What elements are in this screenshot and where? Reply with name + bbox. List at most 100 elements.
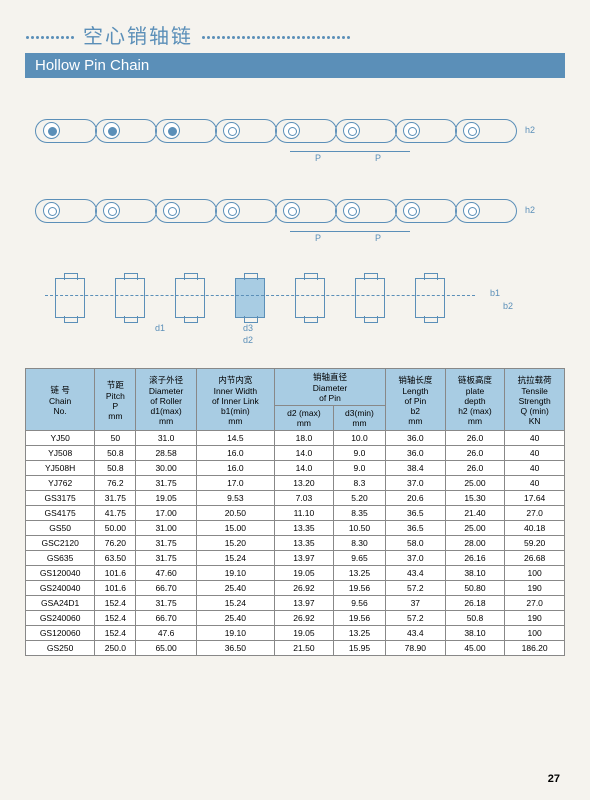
table-cell: 9.0 <box>333 461 385 476</box>
th-chain-no: 链 号ChainNo. <box>26 369 95 431</box>
table-row: GS120040101.647.6019.1019.0513.2543.438.… <box>26 566 565 581</box>
th-pitch: 节距PitchPmm <box>95 369 136 431</box>
table-cell: 101.6 <box>95 566 136 581</box>
table-cell: 36.5 <box>386 506 446 521</box>
table-row: GSC212076.2031.7515.2013.358.3058.028.00… <box>26 536 565 551</box>
table-cell: 78.90 <box>386 641 446 656</box>
table-cell: 190 <box>505 611 565 626</box>
table-cell: 31.75 <box>136 596 196 611</box>
table-cell: 43.4 <box>386 566 446 581</box>
table-cell: 16.0 <box>196 446 274 461</box>
table-cell: 9.53 <box>196 491 274 506</box>
table-cell: 28.00 <box>445 536 505 551</box>
table-cell: 21.40 <box>445 506 505 521</box>
table-cell: 31.00 <box>136 521 196 536</box>
table-cell: 11.10 <box>274 506 333 521</box>
table-cell: 7.03 <box>274 491 333 506</box>
table-cell: 47.60 <box>136 566 196 581</box>
table-cell: 8.3 <box>333 476 385 491</box>
dim-h2-1: h2 <box>525 125 535 135</box>
table-cell: GS240040 <box>26 581 95 596</box>
table-cell: GS635 <box>26 551 95 566</box>
title-chinese: 空心销轴链 <box>83 20 193 49</box>
table-cell: 37 <box>386 596 446 611</box>
table-cell: 9.56 <box>333 596 385 611</box>
table-cell: 38.10 <box>445 566 505 581</box>
table-cell: 45.00 <box>445 641 505 656</box>
dim-b1: b1 <box>490 288 500 298</box>
table-cell: 152.4 <box>95 626 136 641</box>
table-cell: 40 <box>505 461 565 476</box>
table-cell: 9.0 <box>333 446 385 461</box>
th-pin-dia: 销轴直径Diameterof Pin <box>274 369 385 406</box>
dim-h2-2: h2 <box>525 205 535 215</box>
table-cell: 18.0 <box>274 431 333 446</box>
table-cell: 13.97 <box>274 596 333 611</box>
th-inner-width: 内节内宽Inner Widthof Inner Linkb1(min)mm <box>196 369 274 431</box>
table-cell: 15.30 <box>445 491 505 506</box>
table-cell: 186.20 <box>505 641 565 656</box>
subtitle-bar: Hollow Pin Chain <box>25 53 565 78</box>
table-cell: YJ762 <box>26 476 95 491</box>
table-cell: 31.75 <box>136 536 196 551</box>
table-cell: 43.4 <box>386 626 446 641</box>
table-cell: 152.4 <box>95 596 136 611</box>
table-cell: 10.50 <box>333 521 385 536</box>
table-cell: GS120040 <box>26 566 95 581</box>
table-cell: 40.18 <box>505 521 565 536</box>
table-cell: 13.97 <box>274 551 333 566</box>
table-cell: 13.25 <box>333 566 385 581</box>
table-cell: 26.0 <box>445 461 505 476</box>
table-cell: 50.8 <box>445 611 505 626</box>
table-cell: YJ508 <box>26 446 95 461</box>
table-cell: GSA24D1 <box>26 596 95 611</box>
dim-p1: P <box>315 153 321 163</box>
table-cell: GS3175 <box>26 491 95 506</box>
diagram-area: P P h2 P P h2 d1 d3 d2 b1 b2 <box>25 103 565 353</box>
chain-top: P P h2 <box>25 103 565 158</box>
table-cell: 57.2 <box>386 611 446 626</box>
table-cell: 17.00 <box>136 506 196 521</box>
page-container: 空心销轴链 Hollow Pin Chain P P h2 P P h2 d1 … <box>0 0 590 676</box>
table-cell: 25.40 <box>196 581 274 596</box>
table-cell: 14.0 <box>274 461 333 476</box>
table-cell: 26.68 <box>505 551 565 566</box>
th-roller: 滚子外径Diameterof Rollerd1(max)mm <box>136 369 196 431</box>
th-pin-len: 销轴长度Lengthof Pinb2mm <box>386 369 446 431</box>
table-row: GS240060152.466.7025.4026.9219.5657.250.… <box>26 611 565 626</box>
dim-p2: P <box>375 153 381 163</box>
table-cell: 8.35 <box>333 506 385 521</box>
th-plate: 链板高度platedepthh2 (max)mm <box>445 369 505 431</box>
table-cell: 27.0 <box>505 596 565 611</box>
table-cell: 20.50 <box>196 506 274 521</box>
table-cell: 36.50 <box>196 641 274 656</box>
table-cell: 47.6 <box>136 626 196 641</box>
table-cell: YJ50 <box>26 431 95 446</box>
table-cell: 40 <box>505 431 565 446</box>
table-row: GSA24D1152.431.7515.2413.979.563726.1827… <box>26 596 565 611</box>
table-cell: 26.0 <box>445 431 505 446</box>
table-cell: 57.2 <box>386 581 446 596</box>
dots-left <box>25 26 75 44</box>
table-cell: 50.8 <box>95 446 136 461</box>
table-cell: 15.24 <box>196 551 274 566</box>
table-cell: 190 <box>505 581 565 596</box>
table-cell: 152.4 <box>95 611 136 626</box>
table-cell: 19.10 <box>196 626 274 641</box>
table-row: GS63563.5031.7515.2413.979.6537.026.1626… <box>26 551 565 566</box>
table-cell: 76.2 <box>95 476 136 491</box>
table-cell: 13.35 <box>274 521 333 536</box>
table-cell: 37.0 <box>386 476 446 491</box>
table-cell: 13.20 <box>274 476 333 491</box>
table-cell: 14.5 <box>196 431 274 446</box>
table-cell: 38.4 <box>386 461 446 476</box>
table-cell: 15.95 <box>333 641 385 656</box>
table-cell: GS120060 <box>26 626 95 641</box>
table-cell: 26.18 <box>445 596 505 611</box>
table-cell: 50.8 <box>95 461 136 476</box>
table-cell: 37.0 <box>386 551 446 566</box>
table-cell: 13.25 <box>333 626 385 641</box>
table-cell: 31.75 <box>136 476 196 491</box>
table-cell: GSC2120 <box>26 536 95 551</box>
table-cell: 10.0 <box>333 431 385 446</box>
